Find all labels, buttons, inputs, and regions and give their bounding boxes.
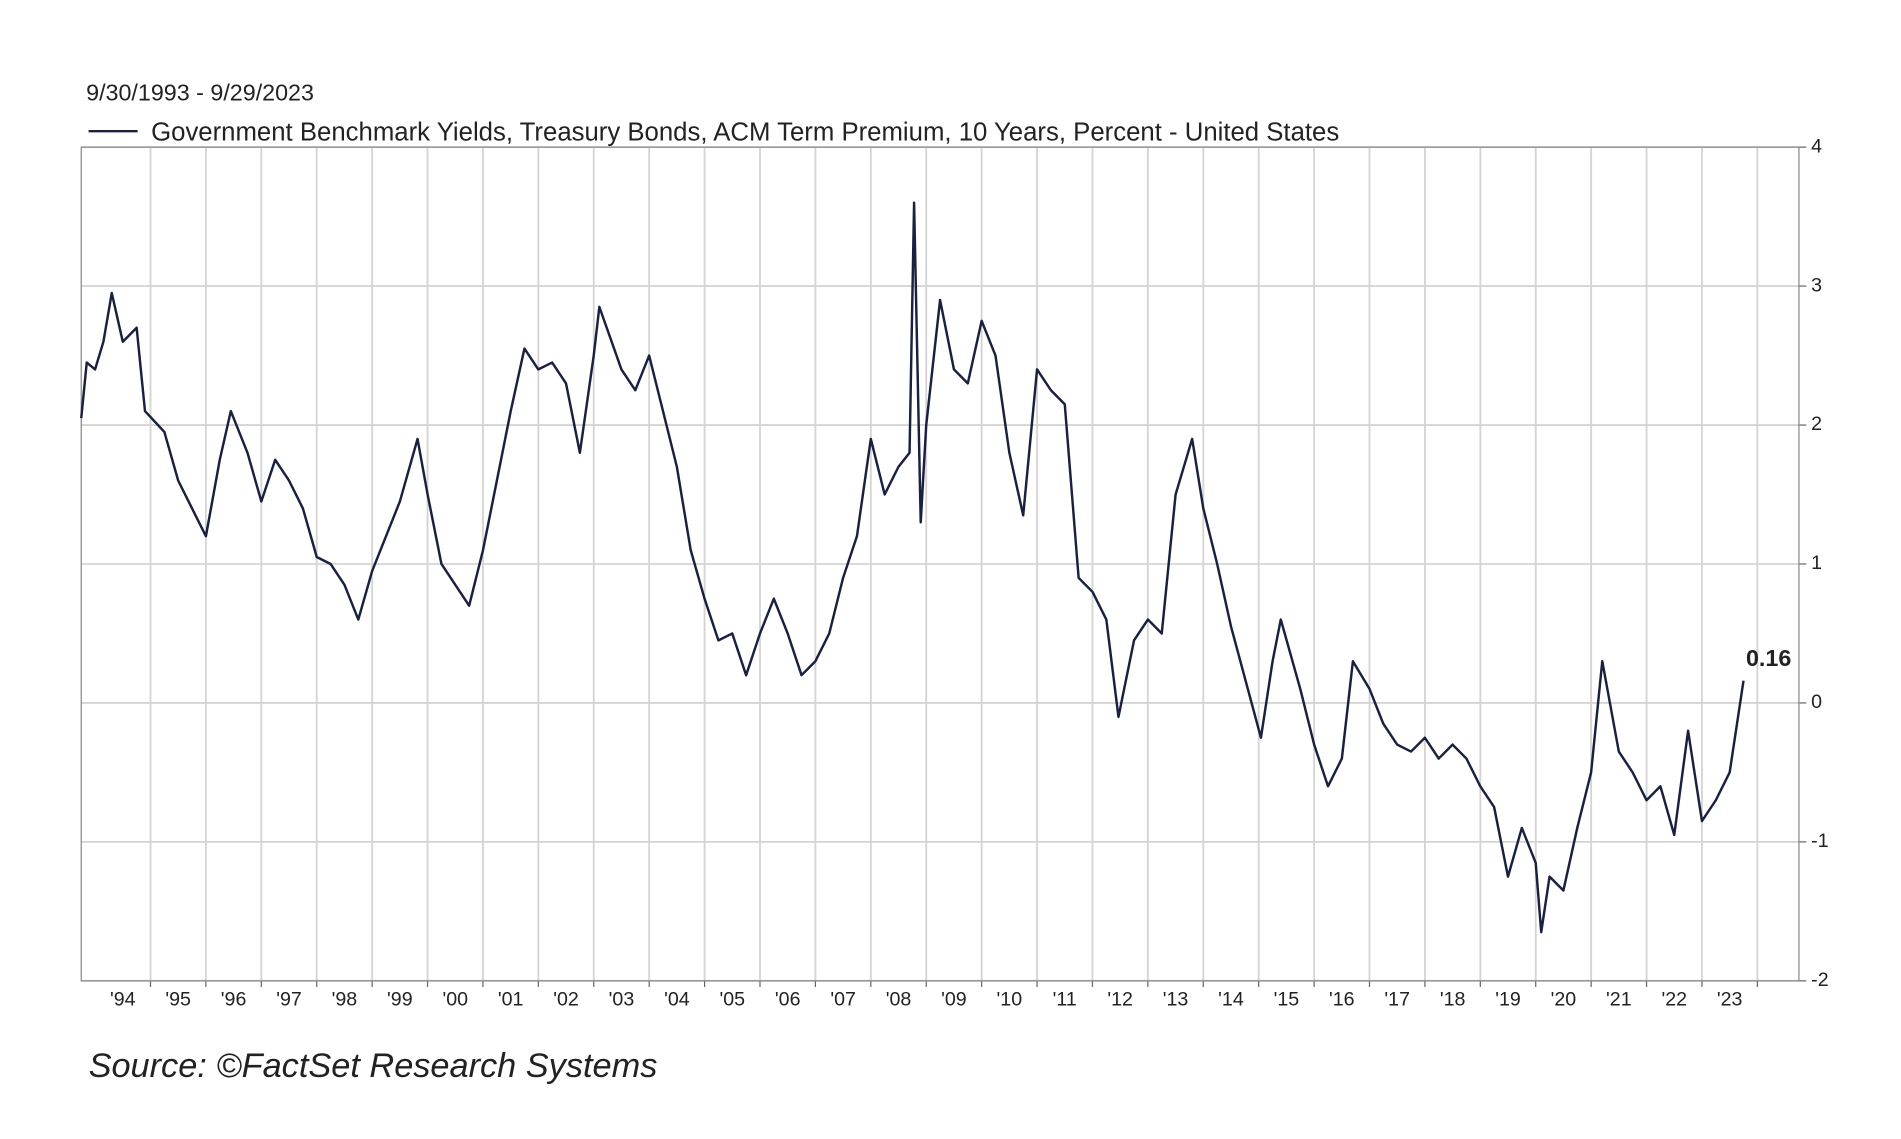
x-tick-label: '98: [332, 989, 358, 1011]
x-tick-label: '19: [1495, 989, 1521, 1011]
end-value-label: 0.16: [1746, 645, 1791, 671]
x-tick-label: '11: [1053, 989, 1077, 1011]
x-tick-label: '06: [775, 989, 801, 1011]
y-tick-label: 4: [1811, 135, 1822, 157]
x-tick-label: '02: [553, 989, 579, 1011]
x-tick-label: '18: [1440, 989, 1466, 1011]
x-tick-label: '95: [165, 989, 191, 1011]
x-tick-label: '22: [1661, 989, 1687, 1011]
y-tick-label: 0: [1811, 691, 1822, 713]
x-tick-label: '00: [442, 989, 468, 1011]
legend-label: Government Benchmark Yields, Treasury Bo…: [151, 118, 1339, 146]
x-tick-label: '01: [498, 989, 524, 1011]
y-tick-label: 1: [1811, 552, 1822, 574]
y-tick-label: 2: [1811, 413, 1822, 435]
y-tick-label: 3: [1811, 274, 1822, 296]
x-tick-label: '17: [1384, 989, 1410, 1011]
x-tick-label: '15: [1274, 989, 1300, 1011]
date-range: 9/30/1993 - 9/29/2023: [86, 80, 314, 106]
x-tick-label: '99: [387, 989, 413, 1011]
x-tick-label: '05: [720, 989, 746, 1011]
x-tick-label: '04: [664, 989, 690, 1011]
x-tick-label: '10: [997, 989, 1023, 1011]
x-tick-label: '12: [1107, 989, 1133, 1011]
x-tick-label: '94: [110, 989, 136, 1011]
x-tick-label: '09: [941, 989, 967, 1011]
y-tick-label: -1: [1811, 830, 1828, 852]
x-tick-label: '20: [1551, 989, 1577, 1011]
y-tick-label: -2: [1811, 969, 1828, 991]
source-note: Source: ©FactSet Research Systems: [89, 1047, 658, 1085]
x-tick-label: '07: [830, 989, 856, 1011]
x-tick-label: '03: [609, 989, 635, 1011]
x-tick-label: '97: [276, 989, 302, 1011]
x-tick-label: '08: [886, 989, 912, 1011]
data-line: [80, 201, 1745, 934]
x-tick-label: '13: [1163, 989, 1189, 1011]
x-tick-label: '96: [221, 989, 247, 1011]
x-tick-label: '16: [1329, 989, 1355, 1011]
x-tick-label: '14: [1218, 989, 1244, 1011]
x-tick-label: '23: [1717, 989, 1743, 1011]
x-tick-label: '21: [1606, 989, 1632, 1011]
plot-frame: [80, 146, 1800, 982]
